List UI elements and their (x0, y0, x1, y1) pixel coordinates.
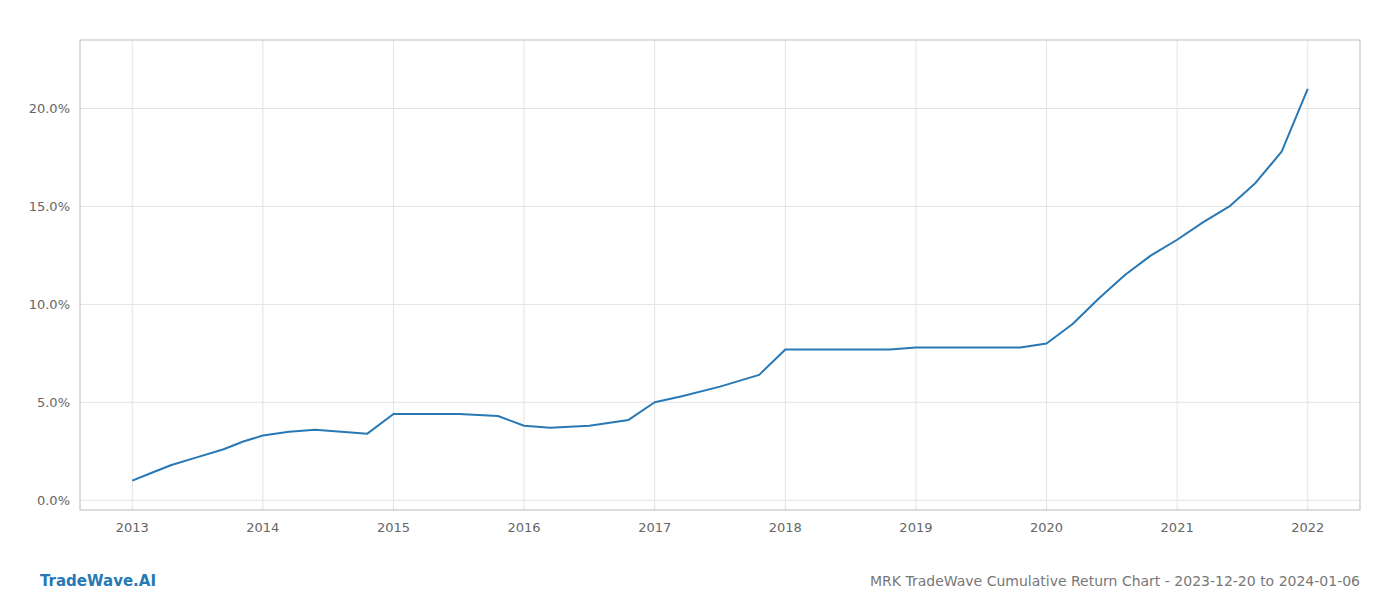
y-tick-label: 15.0% (29, 199, 70, 214)
chart-container: 2013 2014 2015 2016 2017 2018 2019 2020 2021 2022… (0, 0, 1400, 600)
chart-svg: 2013 2014 2015 2016 2017 2018 2019 2020 2021 2022… (0, 0, 1400, 600)
x-tick-label: 2014 (246, 520, 279, 535)
series (132, 89, 1308, 481)
watermark: TradeWave.AI (40, 572, 156, 590)
y-tick-label: 0.0% (37, 493, 70, 508)
grid (80, 40, 1360, 510)
axes: 2013 2014 2015 2016 2017 2018 2019 2020 2021 2022… (29, 101, 1325, 535)
x-grid-line (524, 40, 525, 510)
x-tick-label: 2019 (899, 520, 932, 535)
x-grid-line (1177, 40, 1178, 510)
x-tick-label: 2021 (1161, 520, 1194, 535)
x-tick-label: 2017 (638, 520, 671, 535)
line (132, 89, 1308, 481)
x-grid-line (915, 40, 916, 510)
y-grid-line (80, 206, 1360, 207)
x-grid-line (262, 40, 263, 510)
x-grid-line (132, 40, 133, 510)
y-grid-line (80, 108, 1360, 109)
y-tick-label: 20.0% (29, 101, 70, 116)
x-tick-label: 2015 (377, 520, 410, 535)
x-grid-line (1046, 40, 1047, 510)
y-grid-line (80, 500, 1360, 501)
x-grid-line (654, 40, 655, 510)
title: MRK TradeWave Cumulative Return Chart - … (870, 573, 1360, 589)
plot-frame (80, 40, 1360, 510)
x-tick-label: 2016 (508, 520, 541, 535)
x-grid-line (1307, 40, 1308, 510)
y-grid-line (80, 304, 1360, 305)
y-tick-label: 10.0% (29, 297, 70, 312)
y-grid-line (80, 402, 1360, 403)
x-grid-line (785, 40, 786, 510)
x-tick-label: 2013 (116, 520, 149, 535)
x-tick-label: 2018 (769, 520, 802, 535)
background (0, 0, 1400, 600)
x-grid-line (393, 40, 394, 510)
x-tick-label: 2022 (1291, 520, 1324, 535)
x-tick-label: 2020 (1030, 520, 1063, 535)
y-tick-label: 5.0% (37, 395, 70, 410)
